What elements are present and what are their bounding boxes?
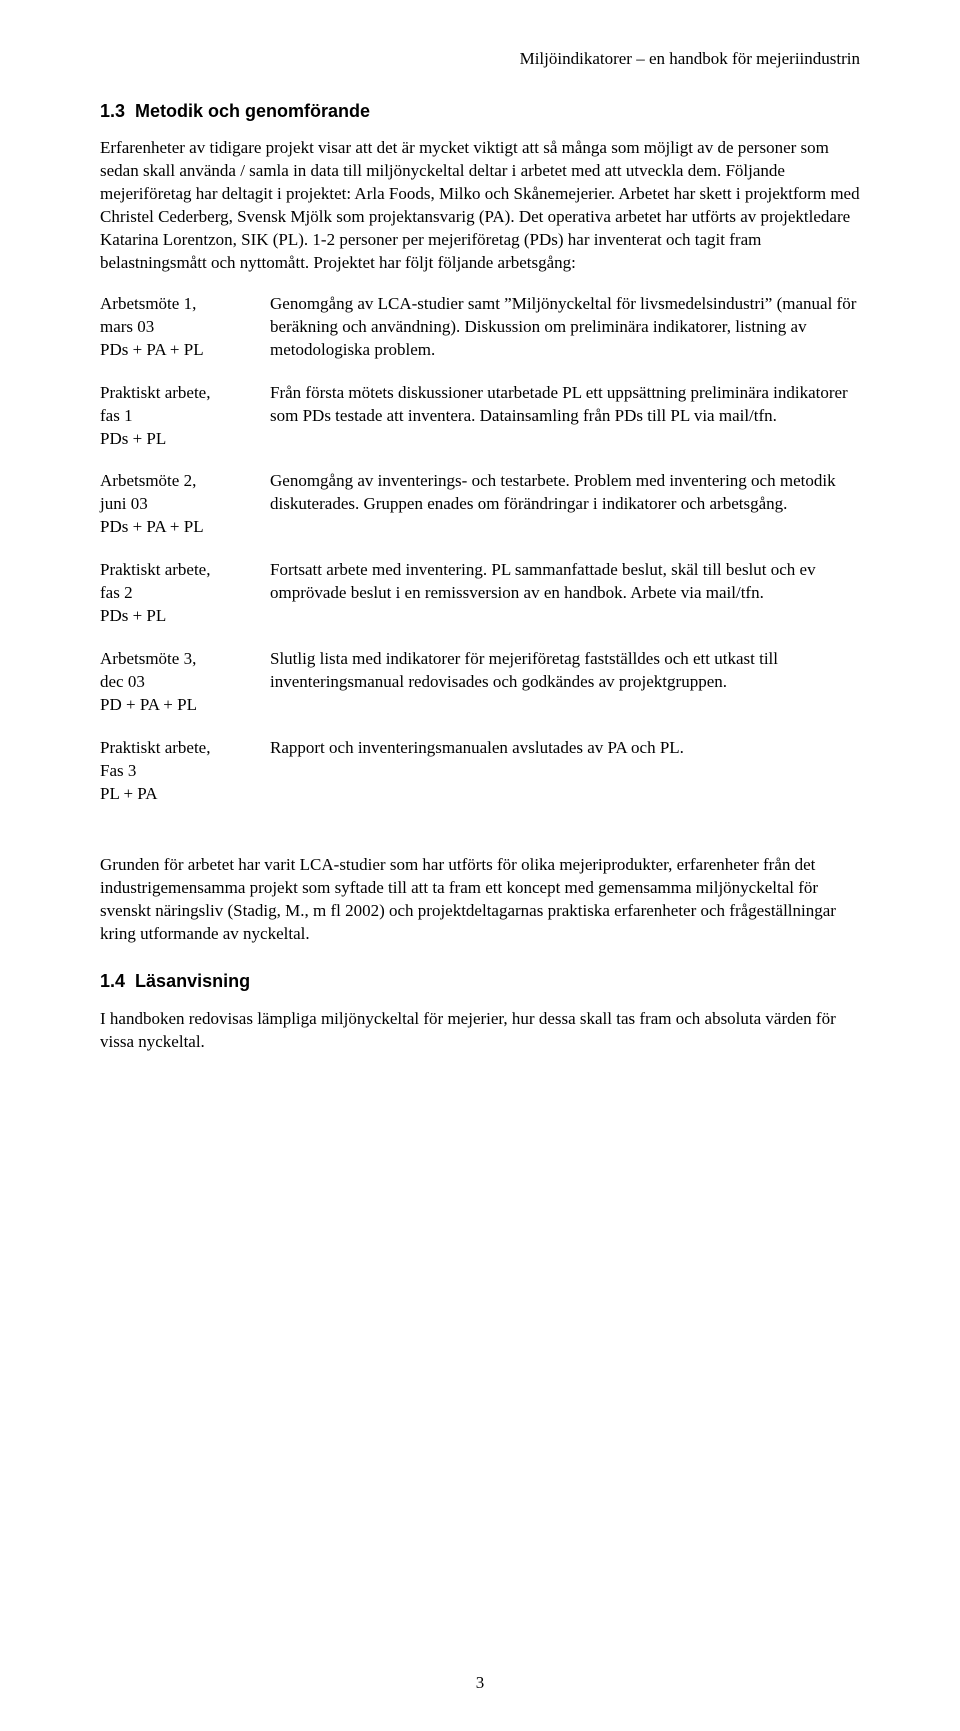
read-guidance-paragraph: I handboken redovisas lämpliga miljönyck…	[100, 1008, 860, 1054]
basis-paragraph: Grunden för arbetet har varit LCA-studie…	[100, 854, 860, 946]
section-heading-1-4: 1.4 Läsanvisning	[100, 969, 860, 993]
section-number: 1.4	[100, 971, 125, 991]
intro-paragraph: Erfarenheter av tidigare projekt visar a…	[100, 137, 860, 275]
row-right: Rapport och inventeringsmanualen avsluta…	[270, 737, 860, 806]
left-line: fas 2	[100, 582, 260, 605]
left-line: PDs + PL	[100, 605, 260, 628]
table-row: Praktiskt arbete, fas 2 PDs + PL Fortsat…	[100, 559, 860, 628]
row-left: Arbetsmöte 2, juni 03 PDs + PA + PL	[100, 470, 270, 539]
row-right: Genomgång av LCA-studier samt ”Miljönyck…	[270, 293, 860, 362]
table-row: Praktiskt arbete, fas 1 PDs + PL Från fö…	[100, 382, 860, 451]
left-line: Arbetsmöte 2,	[100, 470, 260, 493]
left-line: PDs + PL	[100, 428, 260, 451]
left-line: dec 03	[100, 671, 260, 694]
row-left: Arbetsmöte 3, dec 03 PD + PA + PL	[100, 648, 270, 717]
left-line: PD + PA + PL	[100, 694, 260, 717]
running-header: Miljöindikatorer – en handbok för mejeri…	[100, 48, 860, 71]
left-line: mars 03	[100, 316, 260, 339]
row-left: Praktiskt arbete, fas 1 PDs + PL	[100, 382, 270, 451]
table-row: Praktiskt arbete, Fas 3 PL + PA Rapport …	[100, 737, 860, 806]
left-line: Praktiskt arbete,	[100, 382, 260, 405]
left-line: juni 03	[100, 493, 260, 516]
row-right: Fortsatt arbete med inventering. PL samm…	[270, 559, 860, 628]
left-line: Arbetsmöte 3,	[100, 648, 260, 671]
page-number: 3	[0, 1672, 960, 1695]
section-number: 1.3	[100, 101, 125, 121]
table-row: Arbetsmöte 3, dec 03 PD + PA + PL Slutli…	[100, 648, 860, 717]
table-row: Arbetsmöte 1, mars 03 PDs + PA + PL Geno…	[100, 293, 860, 362]
left-line: Fas 3	[100, 760, 260, 783]
left-line: fas 1	[100, 405, 260, 428]
section-title: Metodik och genomförande	[135, 101, 370, 121]
document-page: Miljöindikatorer – en handbok för mejeri…	[0, 0, 960, 1731]
workflow-table: Arbetsmöte 1, mars 03 PDs + PA + PL Geno…	[100, 293, 860, 826]
left-line: Arbetsmöte 1,	[100, 293, 260, 316]
row-left: Praktiskt arbete, Fas 3 PL + PA	[100, 737, 270, 806]
row-left: Praktiskt arbete, fas 2 PDs + PL	[100, 559, 270, 628]
left-line: PDs + PA + PL	[100, 516, 260, 539]
left-line: PL + PA	[100, 783, 260, 806]
row-left: Arbetsmöte 1, mars 03 PDs + PA + PL	[100, 293, 270, 362]
left-line: Praktiskt arbete,	[100, 559, 260, 582]
row-right: Från första mötets diskussioner utarbeta…	[270, 382, 860, 451]
left-line: Praktiskt arbete,	[100, 737, 260, 760]
row-right: Slutlig lista med indikatorer för mejeri…	[270, 648, 860, 717]
left-line: PDs + PA + PL	[100, 339, 260, 362]
table-row: Arbetsmöte 2, juni 03 PDs + PA + PL Geno…	[100, 470, 860, 539]
section-heading-1-3: 1.3 Metodik och genomförande	[100, 99, 860, 123]
row-right: Genomgång av inventerings- och testarbet…	[270, 470, 860, 539]
section-title: Läsanvisning	[135, 971, 250, 991]
